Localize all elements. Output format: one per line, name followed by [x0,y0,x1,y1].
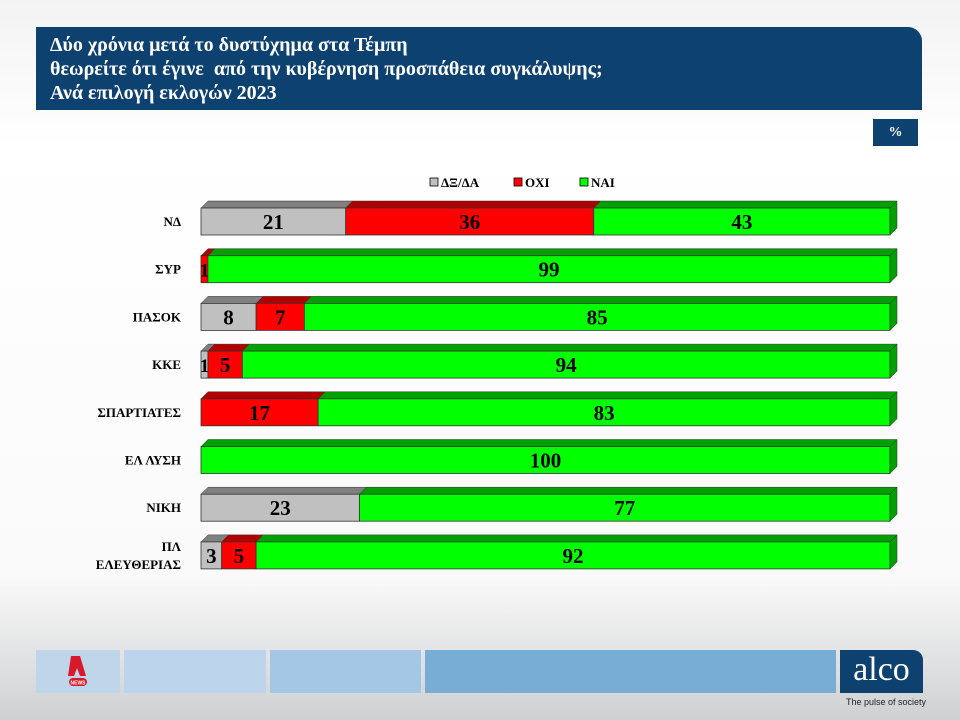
bar-segment-top [345,200,602,209]
bar-segment-top [255,534,898,543]
title-line-3: Ανά επιλογή εκλογών 2023 [50,82,277,104]
logo-news-text: NEWS [71,681,87,687]
data-label: 100 [530,449,562,473]
bar-segment [303,302,891,331]
bar-side [889,343,898,379]
data-label: 7 [275,305,286,329]
bar-segment-top [200,296,264,304]
legend-label: ΔΞ/ΔΑ [441,175,480,190]
bar-segment [359,493,891,522]
bar-side [889,200,898,236]
data-label: 5 [234,544,245,568]
chart-title: Δύο χρόνια μετά το δυστύχημα στα Τέμπη θ… [36,27,922,110]
footer-band-1 [124,650,266,693]
data-label: 43 [731,210,752,234]
category-label: ΕΛ ΛΥΣΗ [125,453,181,468]
bar-segment [200,302,257,331]
bar-side [889,438,898,475]
bar-segment [200,493,360,522]
bar-segment [241,350,891,379]
bar-side [889,391,898,427]
bar-segment [317,398,891,427]
category-label: ΣΥΡ [155,262,181,277]
data-label: 1 [200,261,210,282]
data-label: 99 [538,258,559,282]
bar-segment-top [200,439,898,447]
data-label: 85 [587,305,608,329]
data-label: 5 [220,353,231,377]
data-label: 23 [270,496,291,520]
legend-swatch [429,177,439,187]
bar-segment [255,541,891,570]
category-label: ΠΛ [162,539,182,554]
data-label: 77 [614,496,635,520]
bar-segment-top [303,296,898,304]
footer-band-2 [270,650,421,693]
bar-segment-top [241,343,898,352]
bar-segment-top [255,296,312,304]
category-label: ΣΠΑΡΤΙΑΤΕΣ [97,405,181,420]
data-label: 3 [206,544,217,568]
category-label: ΝΔ [163,214,181,229]
bar-side [889,486,898,522]
category-label: ΝΙΚΗ [146,500,181,515]
bar-segment-top [200,486,368,495]
data-label: 94 [556,353,578,377]
data-label: 8 [223,305,234,329]
data-label: 83 [594,401,615,425]
alco-tagline: The pulse of society [846,697,927,707]
legend-label: ΟΧΙ [525,175,550,190]
bar-segment [255,302,305,331]
category-label: ΚΚΕ [152,357,181,372]
category-label: ΕΛΕΥΘΕΡΙΑΣ [96,557,181,572]
data-label: 36 [459,210,480,234]
bar-side [889,534,898,570]
footer-band-3 [425,650,836,693]
unit-badge: % [873,119,918,146]
title-line-2: θεωρείτε ότι έγινε από την κυβέρνηση προ… [50,58,603,80]
bar-segment-top [200,200,354,209]
data-label: 92 [563,544,584,568]
bar-segment [345,207,595,236]
bar-segment [221,541,257,570]
bar-segment-top [593,200,898,209]
data-label: 1 [200,356,210,377]
alco-logo: alco [840,650,923,693]
alpha-news-logo: NEWS [36,650,120,693]
legend-swatch [579,177,589,187]
data-label: 17 [249,401,270,425]
bar-side [889,248,898,284]
legend-label: ΝΑΙ [591,175,615,190]
title-line-1: Δύο χρόνια μετά το δυστύχημα στα Τέμπη [50,34,408,56]
bar-segment [593,207,891,236]
bar-segment [207,255,891,284]
data-label: 21 [263,210,284,234]
bar-segment-top [358,486,898,495]
bar-side [889,295,898,332]
bar-segment-top [207,248,898,256]
bar-segment-top [200,391,326,400]
bar-segment-top [317,391,898,400]
bar-segment [200,207,347,236]
bar-segment [200,446,891,474]
legend-swatch [513,177,523,187]
category-label: ΠΑΣΟΚ [133,309,182,324]
